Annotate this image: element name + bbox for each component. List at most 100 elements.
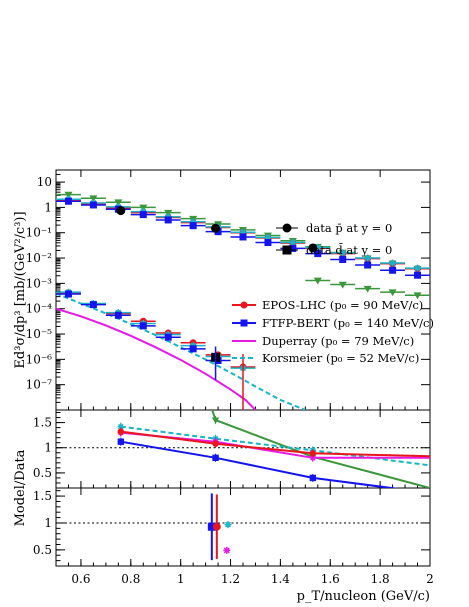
curve-korsmeier bbox=[56, 292, 306, 410]
ratio-y-tick-label: 0.5 bbox=[33, 466, 52, 480]
ratio-pbar-panel-frame bbox=[55, 409, 431, 489]
marker-ftfp_pbar bbox=[314, 250, 322, 258]
curve-duperray bbox=[56, 307, 257, 410]
ratio-y-tick-label: 1 bbox=[44, 516, 52, 530]
ratio-lines bbox=[117, 402, 430, 488]
ratio-marker-green bbox=[207, 402, 214, 408]
model-curves bbox=[56, 292, 306, 410]
marker-cyan_pbar bbox=[314, 244, 322, 252]
ratio-d-marker-epos bbox=[212, 522, 221, 531]
marker-ftfp_pbar bbox=[164, 216, 172, 224]
marker-green_pbar bbox=[64, 191, 73, 199]
ratio-marker-green bbox=[211, 417, 220, 424]
marker-cyan_pbar bbox=[364, 254, 372, 262]
legend-data-pbar-marker bbox=[282, 223, 292, 233]
legend-ftfp-marker bbox=[240, 319, 248, 327]
marker-green_pbar bbox=[89, 195, 98, 203]
marker-ftfp_pbar bbox=[64, 197, 72, 205]
marker-data_pbar bbox=[211, 223, 221, 233]
x-tick-label: 1.8 bbox=[371, 572, 390, 586]
reference-lines bbox=[56, 447, 430, 524]
ratio-y-tick-label: 1.5 bbox=[33, 489, 52, 503]
ratio-marker-ftfp bbox=[212, 454, 219, 462]
legend-epos-marker bbox=[240, 301, 248, 309]
y-tick-label: 10⁻³ bbox=[26, 276, 53, 290]
legend-data-d-label: data d̄ at y = 0 bbox=[306, 243, 392, 257]
ratio-marker-korsmeier bbox=[117, 423, 125, 430]
ratio-line-green bbox=[211, 410, 430, 488]
marker-green_pbar bbox=[139, 204, 148, 212]
marker-ftfp_d bbox=[64, 290, 72, 298]
legend-duperray-label: Duperray (p₀ = 79 MeV/c) bbox=[262, 334, 414, 348]
marker-ftfp_pbar bbox=[139, 211, 147, 219]
ratio-d-points bbox=[207, 493, 232, 561]
marker-ftfp_pbar bbox=[89, 201, 97, 209]
ratio-marker-epos bbox=[212, 440, 219, 447]
marker-ftfp_d bbox=[139, 322, 147, 330]
x-tick-label: 0.6 bbox=[71, 572, 90, 586]
ratio-marker-epos bbox=[309, 450, 317, 457]
y-tick-label: 1 bbox=[44, 200, 52, 214]
y-tick-label: 10⁻⁵ bbox=[26, 327, 53, 341]
marker-cyan_pbar bbox=[189, 218, 197, 226]
marker-ftfp_pbar bbox=[339, 255, 347, 263]
x-tick-label: 2 bbox=[426, 572, 434, 586]
marker-ftfp_pbar bbox=[289, 244, 297, 252]
y-tick-label: 10⁻² bbox=[26, 251, 53, 265]
x-tick-label: 1 bbox=[177, 572, 185, 586]
marker-cyan_pbar bbox=[339, 249, 347, 257]
marker-cyan_pbar bbox=[414, 264, 422, 272]
marker-ftfp_pbar bbox=[389, 266, 397, 274]
ratio-line-epos bbox=[120, 430, 430, 458]
marker-green_d bbox=[363, 285, 372, 293]
x-tick-label: 1.4 bbox=[271, 572, 290, 586]
marker-green_d bbox=[313, 277, 322, 285]
ratio-d-marker-magenta bbox=[223, 546, 231, 554]
ratio-y-tick-label: 1 bbox=[44, 441, 52, 455]
x-tick-label: 1.6 bbox=[321, 572, 340, 586]
y-tick-label: 10⁻⁶ bbox=[26, 352, 53, 366]
marker-cyan_pbar bbox=[389, 259, 397, 267]
legend-data-d-marker bbox=[282, 245, 292, 255]
ratio-marker-ftfp bbox=[309, 474, 317, 482]
y-tick-label: 10 bbox=[37, 175, 52, 189]
ratio-d-marker-cyan bbox=[224, 521, 232, 529]
marker-green_d bbox=[413, 292, 422, 300]
y-tick-label: 10⁻¹ bbox=[26, 226, 52, 240]
legend-epos-label: EPOS-LHC (p₀ = 90 MeV/c) bbox=[262, 298, 423, 312]
y-axis-label-spectrum: Ed³σ/dp³ [mb/(GeV²/c³)] bbox=[13, 211, 28, 368]
marker-ftfp_pbar bbox=[239, 233, 247, 241]
ratio-marker-epos bbox=[117, 428, 125, 435]
axis-tick-labels: 0.6 0.8 1 1.2 1.4 1.6 1.8 2 10 1 10⁻¹ 10⁻² 10⁻³ 10⁻⁴ 1… bbox=[26, 175, 434, 586]
marker-ftfp_pbar bbox=[189, 222, 197, 230]
ratio-y-tick-label: 0.5 bbox=[33, 543, 52, 557]
x-tick-label: 0.8 bbox=[121, 572, 140, 586]
marker-data_pbar bbox=[308, 243, 318, 253]
ratio-d-marker-ftfp bbox=[207, 522, 216, 531]
marker-green_d bbox=[338, 281, 347, 289]
legend-ftfp-label: FTFP-BERT (p₀ = 140 MeV/c) bbox=[262, 316, 434, 330]
marker-ftfp_pbar bbox=[264, 239, 272, 247]
marker-green_pbar bbox=[114, 199, 123, 207]
y-axis-label-ratio: Model/Data bbox=[13, 449, 28, 526]
marker-ftfp_d bbox=[164, 333, 172, 341]
ratio-y-tick-label: 1.5 bbox=[33, 416, 52, 430]
marker-cyan_pbar bbox=[264, 233, 272, 241]
ratio-marker-ftfp bbox=[117, 438, 125, 445]
x-axis-label: p_T/nucleon (GeV/c) bbox=[297, 589, 430, 604]
data-markers bbox=[56, 191, 430, 410]
legend-korsmeier-label: Korsmeier (p₀ = 52 MeV/c) bbox=[262, 351, 419, 365]
y-tick-label: 10⁻⁴ bbox=[26, 302, 53, 316]
marker-cyan_pbar bbox=[289, 239, 297, 247]
marker-data_pbar bbox=[116, 206, 126, 216]
marker-cyan_pbar bbox=[239, 228, 247, 236]
marker-ftfp_pbar bbox=[364, 261, 372, 269]
y-tick-label: 10⁻⁷ bbox=[26, 378, 53, 392]
legend: data p̄ at y = 0 data d̄ at y = 0 EPOS-L… bbox=[232, 221, 434, 365]
ratio-marker-duperray bbox=[309, 454, 317, 462]
x-tick-label: 1.2 bbox=[221, 572, 240, 586]
marker-ftfp_d bbox=[89, 301, 97, 309]
marker-ftfp_pbar bbox=[414, 271, 422, 279]
legend-data-pbar-label: data p̄ at y = 0 bbox=[306, 221, 392, 235]
